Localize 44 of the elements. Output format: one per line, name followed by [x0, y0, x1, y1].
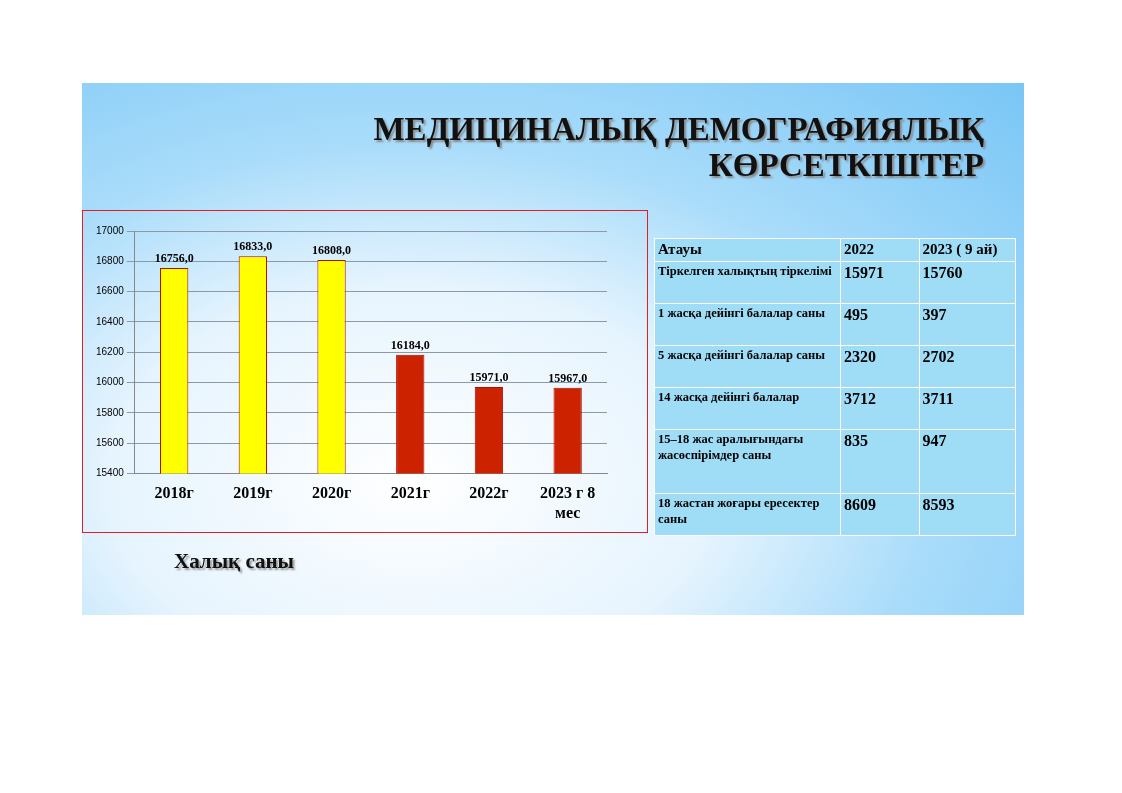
text: 3712	[840, 387, 920, 429]
data-label: 15967,0	[548, 370, 588, 385]
y-tick-label: 15800	[96, 406, 125, 418]
data-label: 16833,0	[233, 239, 273, 254]
x-tick-label: 2018г	[154, 484, 194, 502]
y-tick-label: 16200	[96, 346, 125, 358]
text: 15971	[840, 261, 920, 303]
y-tick-label: 16600	[96, 285, 125, 297]
text: 2023 ( 9 ай)	[919, 238, 1016, 261]
y-tick-label: 16800	[96, 255, 125, 267]
text: 18 жастан жоғары ересектер саны	[654, 493, 841, 535]
data-label: 16756,0	[154, 251, 194, 266]
text: 495	[840, 303, 920, 345]
x-tick-label: 2022г	[469, 484, 509, 502]
text: 8609	[840, 493, 920, 535]
data-label: 16808,0	[312, 243, 352, 258]
y-tick-label: 17000	[96, 224, 125, 236]
text: 1 жасқа дейінгі балалар саны	[654, 303, 841, 345]
y-tick-label: 16000	[96, 376, 125, 388]
x-tick-label: 2023 г 8 мес	[540, 484, 596, 521]
data-label: 16184,0	[390, 337, 430, 352]
data-label: 15971,0	[469, 370, 509, 385]
text: 3711	[919, 387, 1016, 429]
y-tick-label: 15600	[96, 437, 125, 449]
text: 397	[919, 303, 1016, 345]
text: 14 жасқа дейінгі балалар	[654, 387, 841, 429]
text: МЕДИЦИНАЛЫҚ ДЕМОГРАФИЯЛЫҚ КӨРСЕТКІШТЕР	[372, 111, 984, 183]
text: 947	[919, 429, 1016, 493]
text: Атауы	[654, 238, 841, 261]
x-tick-label: 2020г	[311, 484, 352, 502]
text: 2320	[840, 345, 920, 387]
text: 2022	[840, 238, 920, 261]
text: 5 жасқа дейінгі балалар саны	[654, 345, 841, 387]
text: 8593	[919, 493, 1016, 535]
y-tick-label: 16400	[96, 315, 125, 327]
text: 2702	[919, 345, 1016, 387]
text: Халық саны	[174, 549, 294, 574]
text: 15760	[919, 261, 1016, 303]
text: 835	[840, 429, 920, 493]
x-tick-label: 2021г	[390, 484, 430, 502]
text: 15–18 жас аралығындағы жасөспірімдер саны	[654, 429, 841, 493]
x-tick-label: 2019г	[233, 484, 273, 502]
y-tick-label: 15400	[96, 467, 125, 479]
text: Тіркелген халықтың тіркелімі	[654, 261, 841, 303]
